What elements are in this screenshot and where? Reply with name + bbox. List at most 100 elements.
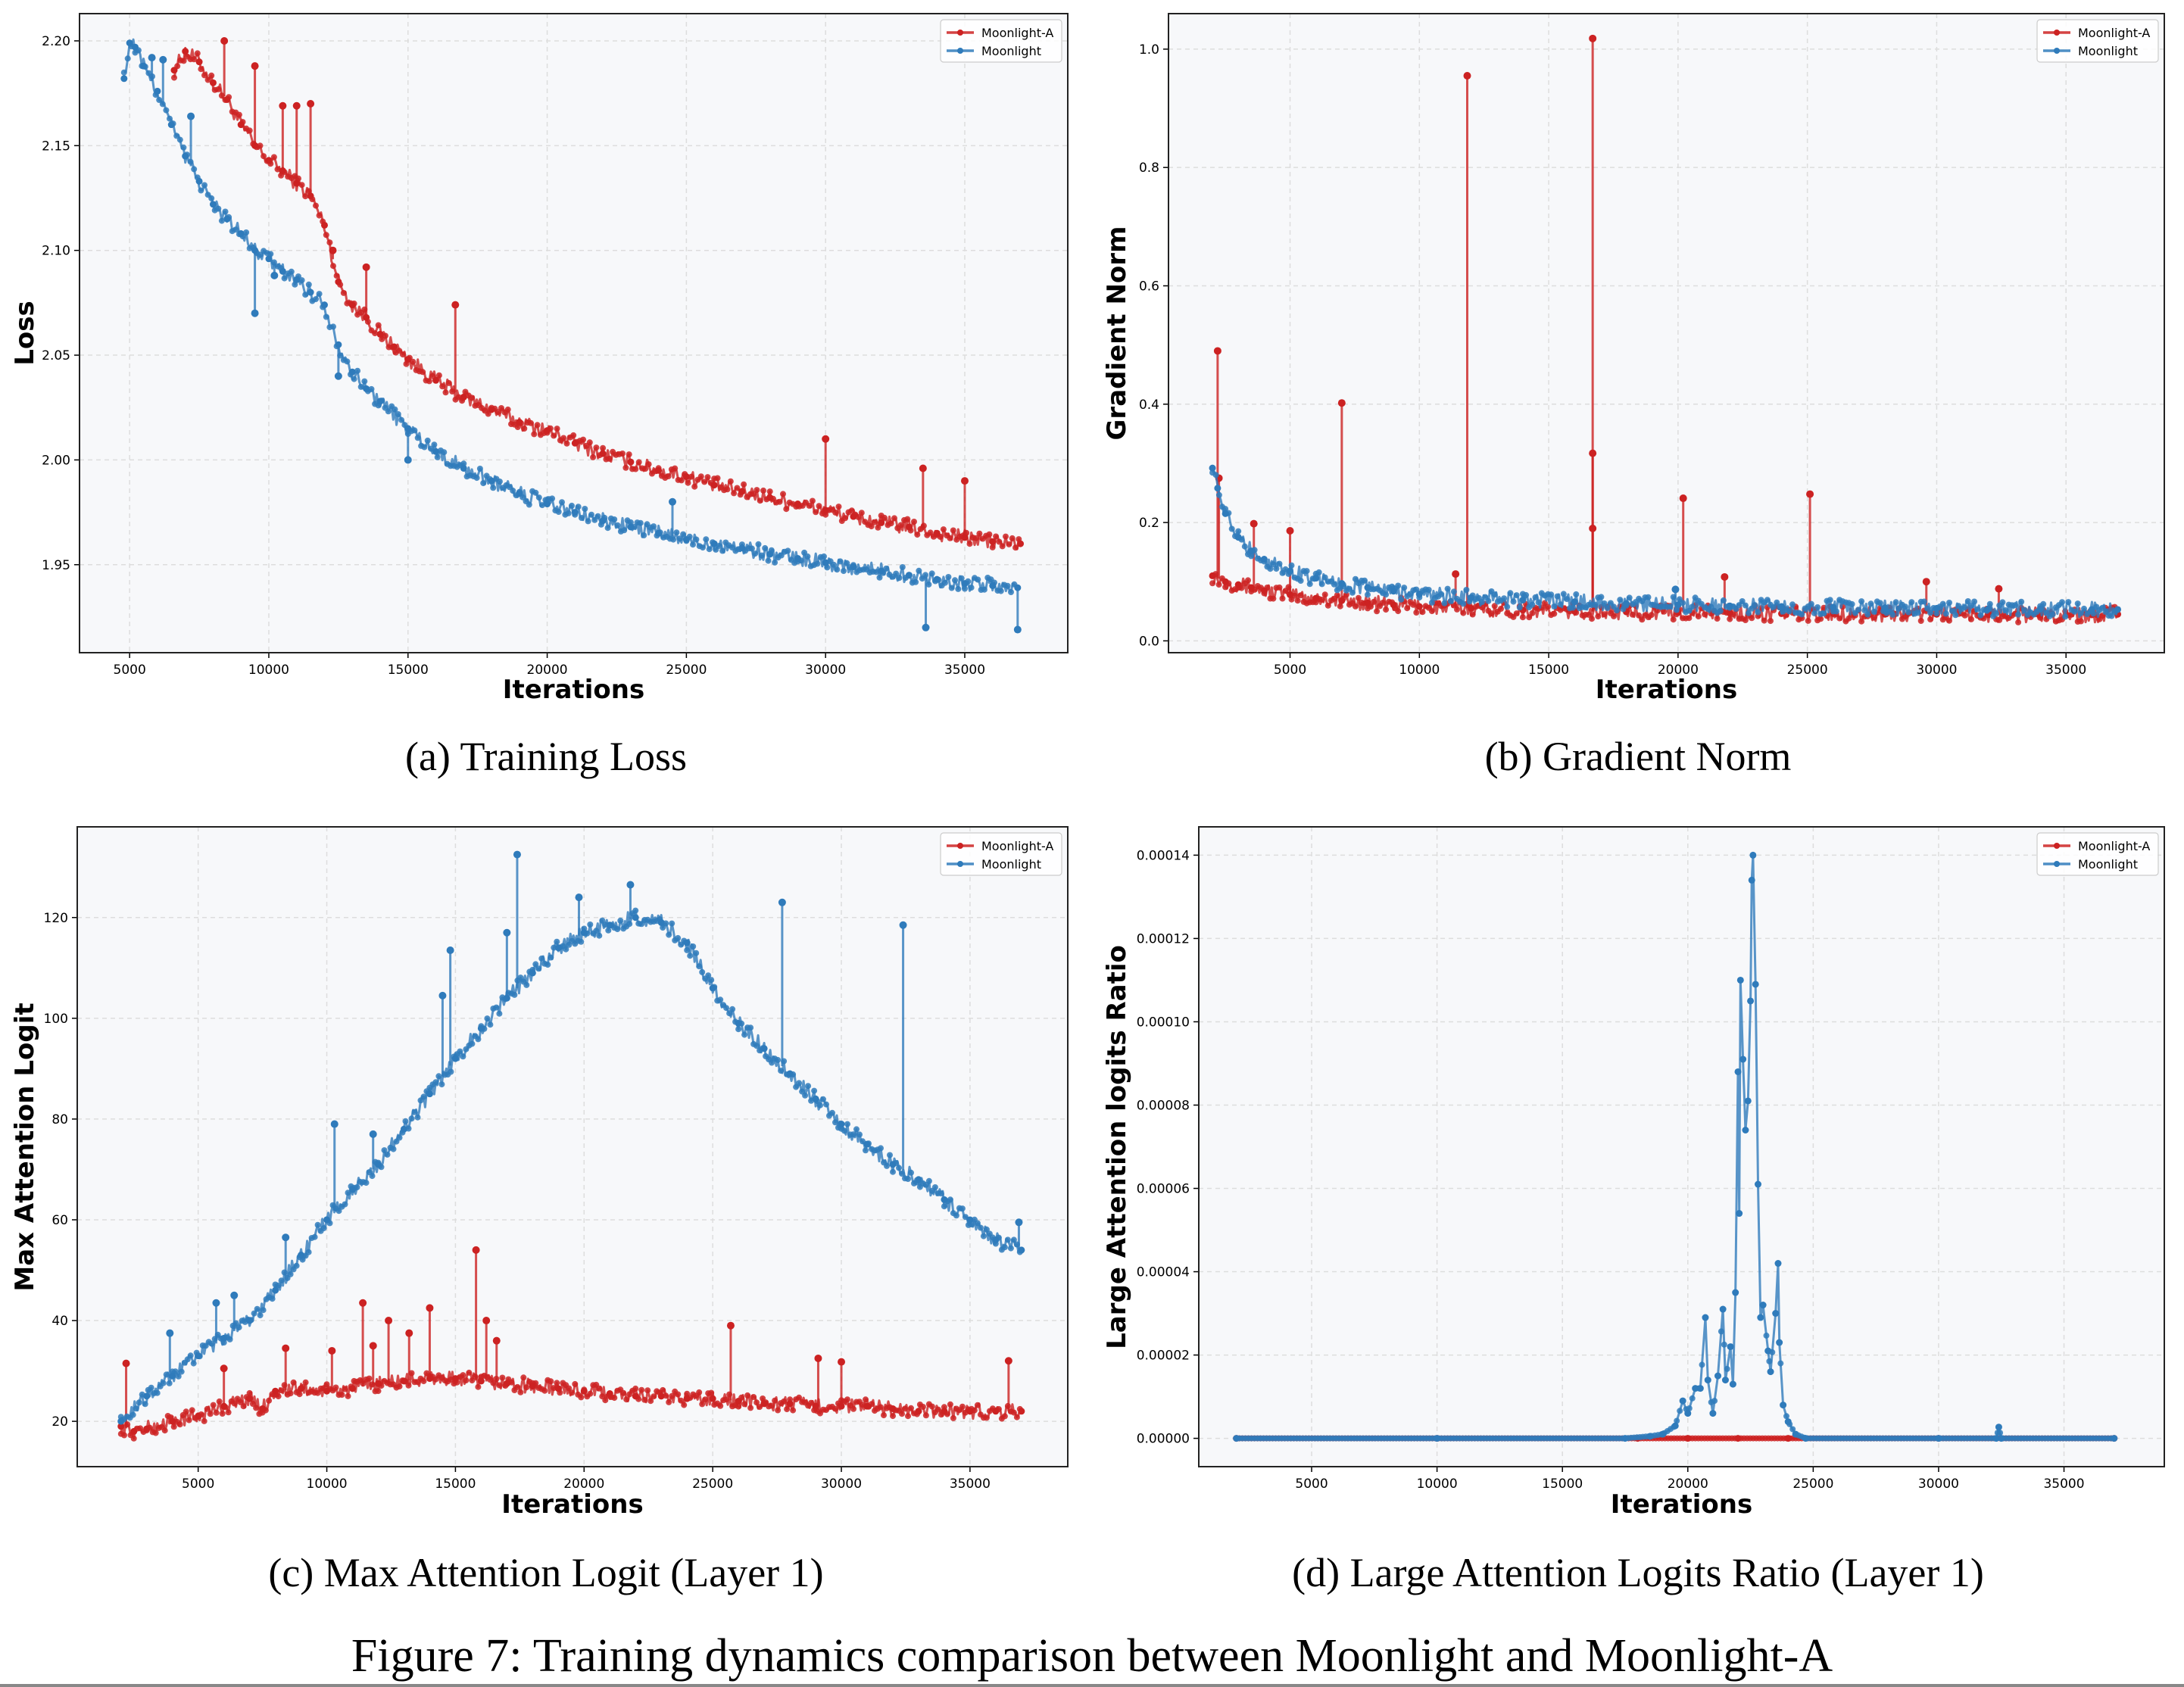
data-point [945, 574, 952, 580]
data-point [1714, 616, 1721, 622]
data-point [1639, 616, 1646, 623]
data-point [2077, 618, 2084, 625]
data-point [1334, 592, 1340, 599]
data-point [313, 296, 319, 303]
data-point [690, 943, 697, 950]
data-point [176, 1421, 183, 1428]
data-point [696, 963, 703, 970]
data-point [237, 121, 245, 129]
data-point [1727, 616, 1733, 622]
data-point [1849, 600, 1855, 607]
data-point [1614, 607, 1621, 614]
data-point [1545, 603, 1552, 610]
data-point [531, 431, 538, 438]
data-point [554, 426, 560, 432]
data-point [1557, 601, 1564, 608]
data-point [1766, 1358, 1773, 1364]
data-point [1718, 1328, 1724, 1335]
data-point [408, 1115, 415, 1122]
data-point [1526, 614, 1533, 621]
data-point [1805, 617, 1811, 624]
data-point [349, 1186, 357, 1193]
data-point [1784, 1418, 1792, 1426]
data-point [655, 466, 663, 474]
data-point [709, 1395, 716, 1402]
y-axis-label: Loss [10, 301, 40, 366]
data-point [237, 230, 245, 238]
data-point [596, 932, 603, 939]
data-point [750, 1394, 757, 1400]
data-point [1985, 605, 1992, 613]
data-point [617, 917, 624, 924]
data-point [390, 1146, 397, 1152]
data-point [1992, 1435, 2000, 1442]
spike-point [334, 372, 342, 380]
data-point [411, 427, 418, 434]
data-point [487, 1021, 494, 1028]
data-point [1645, 594, 1652, 600]
data-point [848, 507, 855, 514]
data-point [1234, 534, 1242, 541]
data-point [853, 1126, 860, 1133]
data-point [1786, 608, 1792, 615]
chart-gradient-norm: 5000 10000 15000 20000 25000 30000 35000 0.0 0.2… [1092, 0, 2184, 712]
x-tick-label: 25000 [1792, 1477, 1833, 1492]
data-point [691, 483, 698, 490]
data-point [925, 1177, 932, 1184]
data-point [977, 1224, 984, 1231]
data-point [850, 1405, 856, 1412]
data-point [426, 378, 432, 385]
y-tick-label: 0.00006 [1137, 1182, 1190, 1197]
data-point [231, 1400, 238, 1407]
data-point [402, 1118, 409, 1124]
data-point [766, 494, 774, 501]
data-point [1279, 595, 1286, 602]
data-point [708, 1389, 715, 1396]
data-point [496, 1382, 503, 1389]
data-point [1827, 597, 1833, 603]
spike-point [385, 1317, 393, 1325]
spike-point [369, 1130, 377, 1138]
data-point [226, 1336, 233, 1342]
data-point [1648, 612, 1655, 619]
y-tick-label: 1.0 [1139, 42, 1159, 58]
data-point [374, 1380, 382, 1387]
data-point [121, 1432, 127, 1439]
data-point [966, 541, 973, 547]
data-point [881, 1412, 887, 1419]
data-point [382, 332, 388, 339]
legend-label: Moonlight-A [2078, 26, 2150, 40]
data-point [499, 1374, 506, 1381]
data-point [1755, 609, 1761, 616]
data-point [1303, 568, 1310, 575]
data-point [251, 1310, 257, 1317]
y-tick-label: 40 [51, 1314, 68, 1329]
data-point [1717, 607, 1724, 614]
spike-point [404, 456, 412, 464]
spike-point [1806, 490, 1814, 498]
data-point [863, 1402, 871, 1410]
data-point [983, 1226, 990, 1233]
x-axis-label: Iterations [1611, 1489, 1752, 1520]
data-point [841, 568, 847, 575]
data-point [772, 1397, 778, 1404]
data-point [372, 330, 379, 337]
data-point [2049, 611, 2056, 618]
data-point [738, 544, 746, 552]
data-point [198, 187, 204, 194]
data-point [163, 107, 170, 114]
data-point [320, 221, 328, 229]
x-tick-label: 5000 [1274, 663, 1306, 678]
data-point [606, 455, 613, 462]
data-point [594, 513, 601, 519]
data-point [1774, 1260, 1782, 1268]
data-point [183, 1408, 189, 1415]
data-point [829, 1109, 835, 1116]
data-point [622, 464, 629, 471]
spike-point [1004, 1357, 1012, 1365]
data-point [305, 281, 312, 288]
data-point [902, 1405, 908, 1412]
data-point [351, 376, 357, 382]
data-point [236, 111, 242, 118]
data-point [1004, 1236, 1011, 1243]
